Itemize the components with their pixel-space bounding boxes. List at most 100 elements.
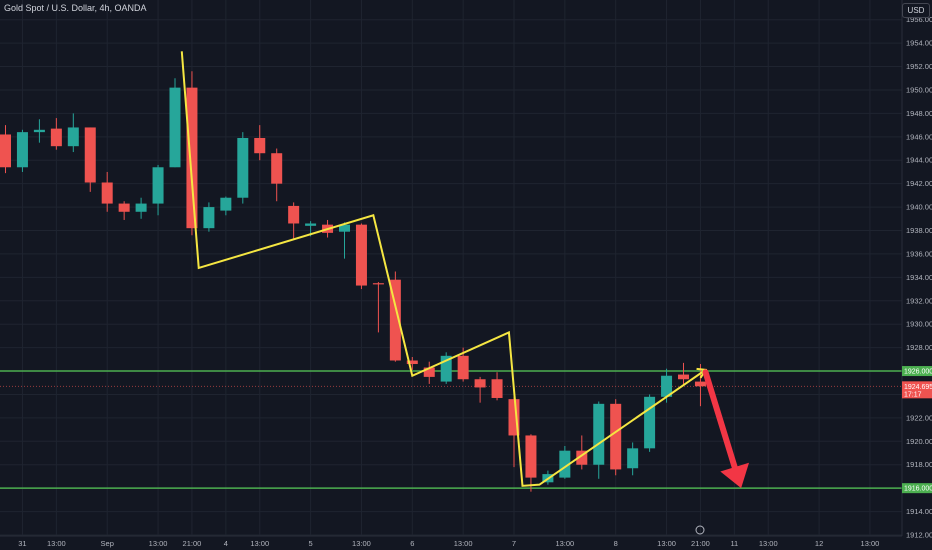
candle-body (355, 224, 367, 286)
candle-body (152, 167, 164, 204)
time-tick-label: 13:00 (149, 539, 168, 548)
price-tick-label: 1914.000 (906, 507, 932, 516)
price-tick-label: 1944.000 (906, 156, 932, 165)
candle-body (406, 360, 418, 365)
candle-body (372, 283, 384, 285)
time-tick-label: 13:00 (861, 539, 880, 548)
time-tick-label: 4 (224, 539, 228, 548)
candle-body (186, 87, 198, 229)
price-tick-label: 1936.000 (906, 249, 932, 258)
candle-body (644, 396, 656, 449)
time-tick-label: 13:00 (454, 539, 473, 548)
candle-body (508, 399, 520, 436)
time-tick-label: 11 (730, 539, 738, 548)
time-tick-label: Sep (101, 539, 114, 548)
level-price-badge (902, 366, 932, 377)
time-tick-label: 12 (815, 539, 823, 548)
candle-body (457, 355, 469, 380)
candle-body (559, 450, 571, 478)
price-tick-label: 1912.000 (906, 531, 932, 540)
candle-body (271, 153, 283, 184)
time-tick-label: 6 (410, 539, 414, 548)
time-axis[interactable]: 31 13:00 Sep 13:00 21:00 4 13:00 5 13:00 6 13:00 7 1… (0, 525, 902, 548)
annotations (180, 51, 750, 489)
time-tick-label: 31 (18, 539, 26, 548)
price-tick-label: 1940.000 (906, 203, 932, 212)
candle-body (169, 87, 181, 168)
price-tick-label: 1928.000 (906, 343, 932, 352)
candle-body (423, 367, 435, 377)
time-tick-label: 5 (309, 539, 313, 548)
price-tick-label: 1918.000 (906, 460, 932, 469)
candle-body (593, 403, 605, 465)
time-tick-label: 13:00 (352, 539, 371, 548)
currency-button[interactable]: USD (902, 3, 930, 18)
candle-body (135, 203, 147, 212)
price-tick-label: 1920.000 (906, 437, 932, 446)
current-price-countdown: 17:17 (904, 391, 922, 398)
candle-body (474, 379, 486, 388)
candle-body (661, 375, 673, 397)
candle-body (525, 435, 537, 478)
price-tick-label: 1948.000 (906, 109, 932, 118)
candle-body (627, 448, 639, 469)
candle-body (339, 224, 350, 232)
candle-body (389, 279, 401, 361)
price-tick-label: 1952.000 (906, 62, 932, 71)
level-lines (0, 370, 902, 489)
candle-body (101, 182, 113, 204)
candle-body (305, 223, 317, 226)
candle-body (288, 205, 300, 224)
goto-realtime-icon (695, 525, 705, 535)
price-tick-label: 1934.000 (906, 273, 932, 282)
current-price-text: 1924.695 (904, 384, 932, 391)
candle-body (491, 379, 503, 398)
level-price-text: 1916.000 (904, 486, 932, 493)
candle-body (237, 137, 249, 198)
candle-body (440, 355, 452, 382)
candle-body (16, 132, 28, 168)
time-tick-label: 7 (512, 539, 516, 548)
current-price-badge (902, 381, 932, 399)
candle-body (0, 134, 11, 168)
candle-body (220, 197, 232, 211)
candle-body (678, 374, 689, 380)
candle-body (610, 403, 622, 470)
candle-body (694, 381, 706, 387)
price-tick-label: 1950.000 (906, 85, 932, 94)
zigzag-trend-line (180, 51, 707, 487)
candle-body (67, 127, 79, 147)
time-tick-label: 13:00 (759, 539, 778, 548)
price-tick-label: 1946.000 (906, 132, 932, 141)
candle-body (84, 127, 96, 183)
candlesticks (0, 71, 706, 492)
price-tick-label: 1932.000 (906, 296, 932, 305)
candle-body (118, 203, 130, 212)
time-tick-label: 8 (614, 539, 618, 548)
time-tick-label: 21:00 (691, 539, 710, 548)
grid (0, 0, 902, 536)
candle-body (254, 137, 266, 154)
price-tick-label: 1942.000 (906, 179, 932, 188)
symbol-title: Gold Spot / U.S. Dollar, 4h, OANDA (4, 3, 147, 13)
candle-body (203, 207, 215, 229)
level-price-text: 1926.000 (904, 369, 932, 376)
price-tick-label: 1956.000 (906, 15, 932, 24)
projection-arrow-head (720, 462, 750, 489)
time-tick-label: 13:00 (555, 539, 574, 548)
price-axis[interactable]: 1912.000 1914.000 1916.000 1918.000 1920.000… (901, 0, 932, 540)
price-tick-label: 1922.000 (906, 413, 932, 422)
candle-body (576, 450, 588, 465)
candle-body (50, 128, 62, 147)
price-tick-label: 1930.000 (906, 320, 932, 329)
time-tick-label: 13:00 (657, 539, 676, 548)
price-tick-label: 1938.000 (906, 226, 932, 235)
time-tick-label: 13:00 (250, 539, 269, 548)
projection-arrow-shaft (702, 369, 738, 471)
time-tick-label: 21:00 (183, 539, 202, 548)
time-tick-label: 13:00 (47, 539, 66, 548)
level-price-badge (902, 483, 932, 494)
candle-body (33, 129, 45, 133)
price-tick-label: 1954.000 (906, 39, 932, 48)
